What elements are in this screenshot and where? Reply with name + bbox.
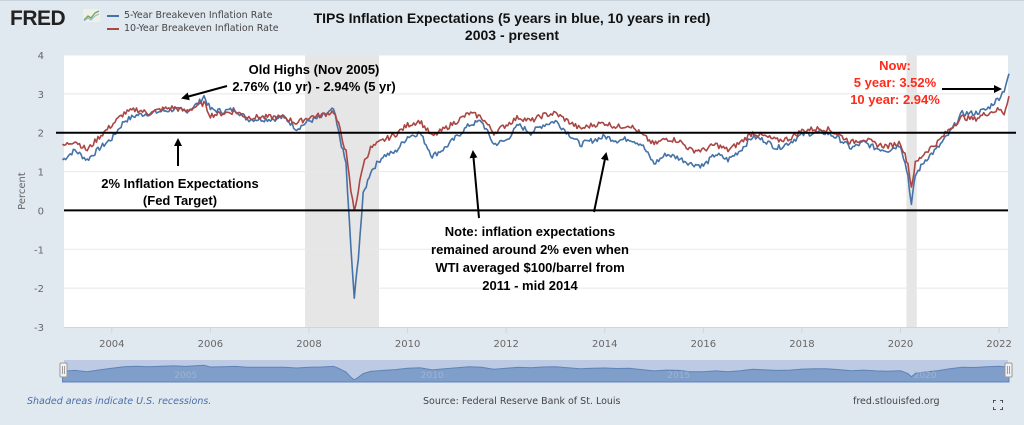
legend-swatch-5yr xyxy=(107,14,119,17)
y-tick-label: -1 xyxy=(34,245,44,256)
range-navigator[interactable]: 2005 2010 2015 2020 xyxy=(59,360,1013,383)
legend-item-10yr[interactable]: 10-Year Breakeven Inflation Rate xyxy=(107,22,279,35)
x-tick-label: 2006 xyxy=(198,339,223,350)
recession-note: Shaded areas indicate U.S. recessions. xyxy=(27,396,212,407)
x-tick-label: 2016 xyxy=(691,339,716,350)
annotation-wti-line1: Note: inflation expectations xyxy=(445,224,615,239)
annotation-now-line1: Now: xyxy=(879,58,911,73)
annotations: Old Highs (Nov 2005) 2.76% (10 yr) - 2.9… xyxy=(101,58,1002,293)
legend-label-10yr: 10-Year Breakeven Inflation Rate xyxy=(124,23,279,34)
source-text: Source: Federal Reserve Bank of St. Loui… xyxy=(423,396,621,407)
y-tick-label: 1 xyxy=(38,168,44,179)
chart-title-line2: 2003 - present xyxy=(464,27,560,43)
series-lines xyxy=(61,73,1010,300)
series-line-5yr xyxy=(61,73,1010,300)
annotation-fed-target-line2: (Fed Target) xyxy=(143,193,217,208)
x-tick-label: 2014 xyxy=(592,339,617,350)
recession-band-0 xyxy=(305,55,379,327)
chart-title-line1: TIPS Inflation Expectations (5 years in … xyxy=(313,10,711,26)
y-tick-label: 3 xyxy=(38,90,44,101)
navigator-year-labels: 2005 2010 2015 2020 xyxy=(174,371,937,381)
x-tick-label: 2004 xyxy=(99,339,124,350)
annotation-old-highs-line1: Old Highs (Nov 2005) xyxy=(249,62,380,77)
x-tick-label: 2010 xyxy=(395,339,420,350)
chart-legend: 5-Year Breakeven Inflation Rate 10-Year … xyxy=(107,9,279,35)
legend-label-5yr: 5-Year Breakeven Inflation Rate xyxy=(124,10,273,21)
fred-logo[interactable]: FRED xyxy=(10,7,66,30)
y-axis-ticks: 4 3 2 1 0 -1 -2 -3 xyxy=(34,51,44,334)
y-tick-label: -3 xyxy=(34,323,44,334)
annotation-old-highs-line2: 2.76% (10 yr) - 2.94% (5 yr) xyxy=(232,79,395,94)
x-axis-ticks: 2004 2006 2008 2010 2012 2014 2016 2018 2020 2022 xyxy=(64,327,1012,350)
reference-lines xyxy=(56,131,1016,212)
annotation-now-line3: 10 year: 2.94% xyxy=(850,92,940,107)
chart-title: TIPS Inflation Expectations (5 years in … xyxy=(300,10,724,44)
navigator-area xyxy=(61,363,1010,383)
line-chart-icon xyxy=(83,9,100,22)
site-link[interactable]: fred.stlouisfed.org xyxy=(853,396,940,407)
x-tick-label: 2018 xyxy=(789,339,814,350)
arrow-old-highs xyxy=(181,85,228,101)
recession-band-1 xyxy=(906,55,917,327)
range-handle-left[interactable] xyxy=(59,362,68,378)
legend-swatch-10yr xyxy=(107,27,119,30)
annotation-wti-line3: WTI averaged $100/barrel from xyxy=(435,260,624,275)
annotation-fed-target-line1: 2% Inflation Expectations xyxy=(101,176,258,191)
y-tick-label: 4 xyxy=(38,51,44,62)
y-tick-label: 2 xyxy=(38,129,44,140)
x-tick-label: 2022 xyxy=(986,339,1011,350)
x-tick-label: 2012 xyxy=(493,339,518,350)
navigator-year-label: 2010 xyxy=(421,371,444,381)
x-tick-label: 2020 xyxy=(888,339,913,350)
x-tick-label: 2008 xyxy=(296,339,321,350)
navigator-year-label: 2015 xyxy=(667,371,690,381)
annotation-now-line2: 5 year: 3.52% xyxy=(854,75,937,90)
annotation-wti-line4: 2011 - mid 2014 xyxy=(482,278,578,293)
plot-background xyxy=(64,55,1008,327)
recession-bands xyxy=(305,55,917,327)
y-axis-label: Percent xyxy=(17,172,28,210)
range-handle-right[interactable] xyxy=(1004,362,1013,378)
navigator-year-label: 2005 xyxy=(174,371,197,381)
top-border xyxy=(0,0,1024,1)
fullscreen-icon[interactable] xyxy=(993,400,1003,410)
y-tick-label: 0 xyxy=(38,206,44,217)
annotation-wti-line2: remained around 2% even when xyxy=(431,242,629,257)
navigator-year-label: 2020 xyxy=(914,371,937,381)
arrow-wti-2011 xyxy=(469,150,480,219)
arrow-wti-2014 xyxy=(593,152,609,213)
series-line-10yr xyxy=(62,96,1010,212)
y-tick-label: -2 xyxy=(34,284,44,295)
legend-item-5yr[interactable]: 5-Year Breakeven Inflation Rate xyxy=(107,9,279,22)
